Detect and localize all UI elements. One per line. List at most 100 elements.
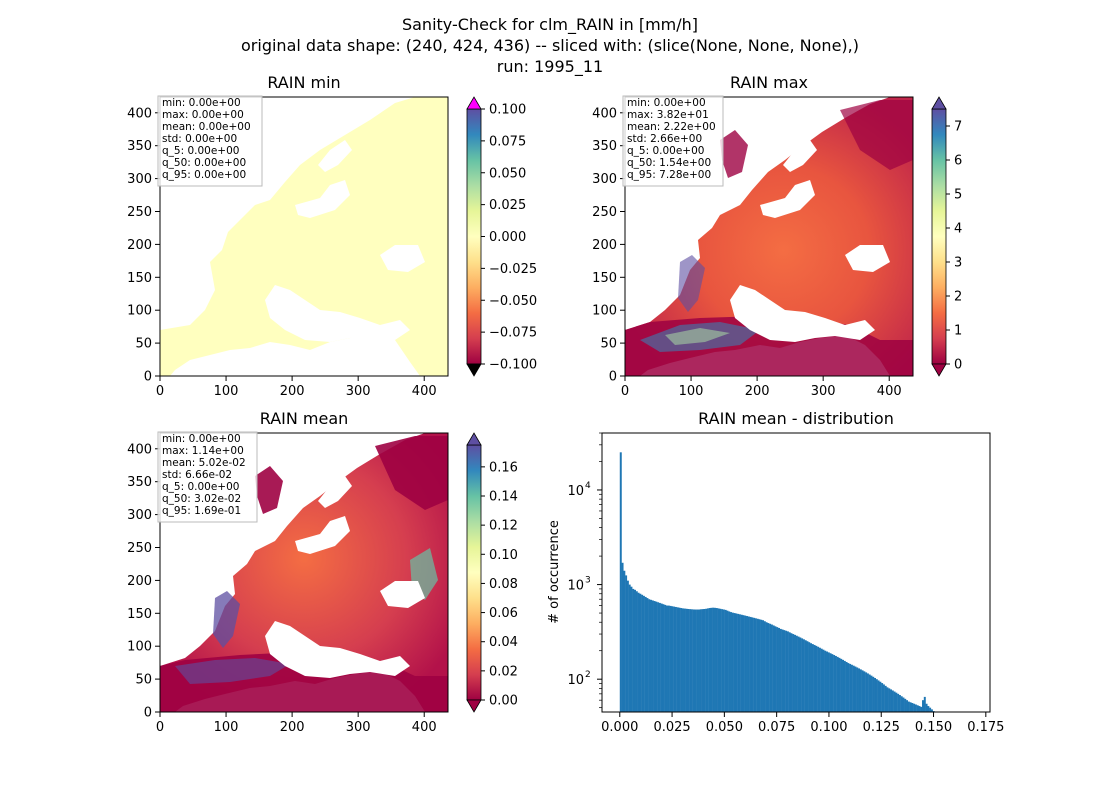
suptitle-line-1: Sanity-Check for clm_RAIN in [mm/h] xyxy=(402,15,698,35)
stats-line: mean: 0.00e+00 xyxy=(162,121,251,133)
colorbar-extend-over xyxy=(931,96,947,110)
histogram-bar xyxy=(909,702,912,712)
histogram-bar xyxy=(626,580,629,712)
histogram-bar xyxy=(767,623,770,712)
stats-line: q_5: 0.00e+00 xyxy=(627,145,704,157)
colorbar-tick-label: 4 xyxy=(954,222,962,237)
stats-line: max: 0.00e+00 xyxy=(162,109,244,121)
histogram-bar xyxy=(753,617,756,712)
colorbar-tick-label: 1 xyxy=(954,324,962,339)
x-axis: 0.000 0.025 0.050 0.075 0.100 0.125 0.150 0.175 xyxy=(601,712,1004,735)
panel-rain-min: RAIN min 0 100 200 300 400 0 50 100 150 200 250 30… xyxy=(127,73,537,399)
histogram-bar xyxy=(858,668,860,712)
histogram-bar xyxy=(808,642,811,712)
histogram-bar xyxy=(925,703,928,712)
histogram-bar xyxy=(733,613,736,712)
histogram-bar xyxy=(701,609,704,712)
histogram-bar xyxy=(648,599,651,712)
histogram-bar xyxy=(898,695,901,712)
histogram-bar xyxy=(886,687,889,712)
y-tick-label: 400 xyxy=(592,106,617,121)
histogram-bar xyxy=(657,602,660,712)
x-tick-label: 100 xyxy=(679,384,704,399)
histogram-bar xyxy=(676,607,679,712)
histogram-bar xyxy=(717,608,720,712)
histogram-bar xyxy=(854,666,857,712)
colorbar: 0.100 0.075 0.050 0.025 0.000 −0.025 −0.050 −0.… xyxy=(466,96,537,377)
histogram-bar xyxy=(660,603,663,712)
histogram-bar xyxy=(874,677,876,712)
histogram-bar xyxy=(746,616,748,712)
stats-line: std: 6.66e-02 xyxy=(162,469,232,481)
colorbar-extend-under xyxy=(931,363,947,377)
histogram-bar xyxy=(842,659,844,712)
histogram-bar xyxy=(751,617,754,712)
histogram-bar xyxy=(737,613,740,712)
histogram-bar xyxy=(902,697,905,712)
x-tick-label: 400 xyxy=(877,384,902,399)
y-tick-label: 100 xyxy=(127,304,152,319)
y-tick-label: 400 xyxy=(127,442,152,457)
y-tick-label: 200 xyxy=(592,238,617,253)
histogram-bar xyxy=(877,680,880,712)
colorbar-tick-label: 0.14 xyxy=(489,490,518,505)
histogram-bar xyxy=(772,625,775,712)
histogram-bar xyxy=(754,618,757,712)
histogram-bar xyxy=(625,575,628,712)
map-field xyxy=(160,433,448,712)
histogram-bar xyxy=(804,640,807,712)
histogram-bar xyxy=(630,586,633,712)
y-tick-label: 10 xyxy=(567,484,584,499)
land-mask xyxy=(160,97,448,376)
histogram-bar xyxy=(634,589,636,712)
histogram-bar xyxy=(735,613,738,712)
stats-line: q_95: 1.69e-01 xyxy=(162,505,241,517)
colorbar-tick-label: −0.075 xyxy=(489,326,537,341)
colorbar-tick-label: 0.12 xyxy=(489,519,518,534)
x-tick-label: 0.000 xyxy=(601,720,638,735)
histogram-bar xyxy=(699,609,702,712)
colorbar-tick-label: 0.025 xyxy=(489,198,526,213)
colorbar-tick-label: 0 xyxy=(954,358,962,373)
stats-line: max: 1.14e+00 xyxy=(162,445,244,457)
histogram-bar xyxy=(801,638,804,712)
histogram-bar xyxy=(776,627,779,712)
y-tick-label: 0 xyxy=(144,370,152,385)
histogram-bar xyxy=(882,684,885,712)
colorbar-tick-label: 3 xyxy=(954,256,962,271)
histogram-bar xyxy=(683,608,686,712)
histogram-bar xyxy=(822,649,825,712)
histogram-bar xyxy=(918,706,921,712)
colorbar-tick-label: −0.050 xyxy=(489,294,537,309)
x-tick-label: 300 xyxy=(811,384,836,399)
histogram-bar xyxy=(826,651,828,712)
histogram-bar xyxy=(797,636,800,712)
histogram-bar xyxy=(747,616,750,712)
y-tick-label: 50 xyxy=(135,337,152,352)
histogram-bar xyxy=(870,675,873,712)
histogram-bar xyxy=(687,608,690,712)
x-tick-label: 200 xyxy=(280,720,305,735)
histogram-bar xyxy=(802,639,805,712)
suptitle-line-3: run: 1995_11 xyxy=(497,57,603,77)
histogram-bar xyxy=(904,698,907,712)
histogram-bar xyxy=(856,667,859,712)
histogram-bar xyxy=(726,610,729,712)
panel-title: RAIN mean - distribution xyxy=(698,409,894,428)
stats-line: q_50: 3.02e-02 xyxy=(162,493,241,505)
colorbar-extend-under xyxy=(466,363,482,377)
histogram-bar xyxy=(906,700,908,712)
histogram-bar xyxy=(765,622,768,712)
stats-line: q_50: 1.54e+00 xyxy=(627,157,711,169)
y-tick-label: 0 xyxy=(144,706,152,721)
histogram-bar xyxy=(785,630,788,712)
histogram-bar xyxy=(703,608,706,712)
x-tick-label: 0.125 xyxy=(863,720,900,735)
y-tick-label: 50 xyxy=(600,337,617,352)
histogram-bar xyxy=(920,706,923,712)
panel-title: RAIN min xyxy=(267,73,340,92)
panel-title: RAIN mean xyxy=(260,409,349,428)
stats-line: std: 2.66e+00 xyxy=(627,133,702,145)
